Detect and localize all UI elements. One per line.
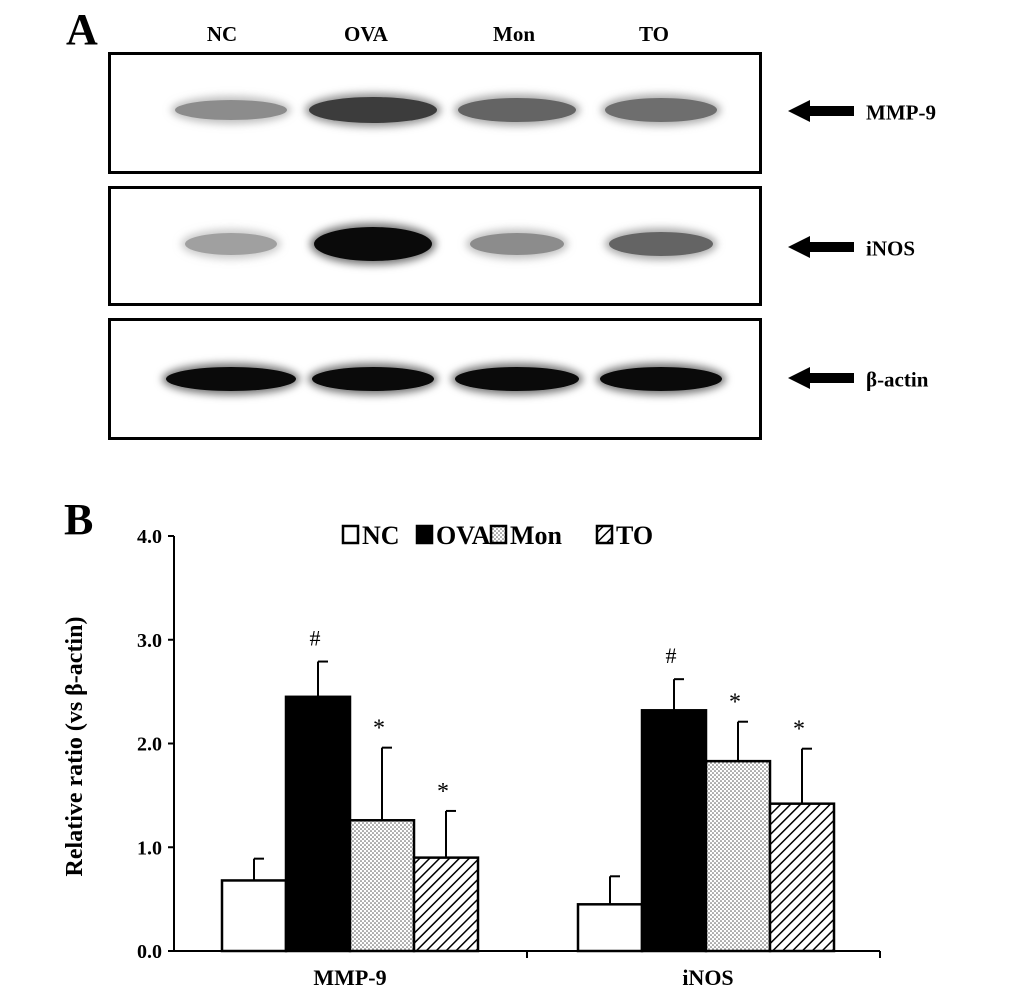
bar-ova bbox=[284, 695, 352, 953]
significance-mark: # bbox=[666, 643, 677, 668]
row-label-inos: iNOS bbox=[866, 236, 916, 261]
blot-mmp9 bbox=[108, 52, 762, 174]
bar-ova bbox=[640, 709, 708, 953]
blot-band bbox=[314, 227, 432, 261]
significance-mark: * bbox=[729, 690, 741, 716]
blot-band bbox=[309, 97, 437, 123]
lane-label-mon: Mon bbox=[493, 22, 535, 46]
significance-mark: * bbox=[437, 779, 449, 805]
blot-band bbox=[600, 367, 722, 391]
legend-label-ova: OVA bbox=[436, 521, 491, 550]
blot-inos bbox=[108, 186, 762, 306]
blot-band bbox=[470, 233, 564, 255]
bar-mon bbox=[704, 759, 772, 953]
blot-band bbox=[175, 100, 287, 120]
significance-mark: # bbox=[310, 626, 321, 651]
bar-to bbox=[412, 856, 480, 953]
legend-label-mon: Mon bbox=[510, 521, 563, 550]
legend-swatch-to bbox=[595, 524, 614, 545]
legend-swatch-nc bbox=[341, 524, 360, 545]
y-tick-label: 1.0 bbox=[137, 837, 162, 859]
y-tick-label: 3.0 bbox=[137, 630, 162, 652]
blot-beta-actin bbox=[108, 318, 762, 440]
bar-to bbox=[768, 802, 836, 953]
lane-label-to: TO bbox=[639, 22, 669, 46]
y-axis-label: Relative ratio (vs β-actin) bbox=[62, 617, 88, 877]
lane-label-ova: OVA bbox=[344, 22, 388, 46]
blot-band bbox=[455, 367, 579, 391]
blot-band bbox=[458, 98, 576, 122]
row-label-mmp9: MMP-9 bbox=[866, 100, 936, 125]
lane-label-nc: NC bbox=[206, 22, 238, 46]
x-tick-label: MMP-9 bbox=[313, 965, 386, 990]
blot-band bbox=[312, 367, 434, 391]
blot-band bbox=[609, 232, 713, 256]
y-tick-label: 4.0 bbox=[137, 526, 162, 548]
blot-band bbox=[185, 233, 277, 255]
arrow-left-icon bbox=[788, 236, 854, 258]
bar-mon bbox=[348, 819, 416, 953]
y-tick-label: 0.0 bbox=[137, 941, 162, 963]
bar-nc bbox=[576, 903, 644, 953]
panel-a-letter: A bbox=[66, 5, 98, 54]
arrow-left-icon bbox=[788, 367, 854, 389]
panel-b-letter: B bbox=[64, 495, 94, 544]
blot-band bbox=[166, 367, 296, 391]
significance-mark: * bbox=[373, 716, 385, 742]
blot-band bbox=[605, 98, 717, 122]
legend-swatch-mon bbox=[489, 524, 508, 545]
significance-mark: * bbox=[793, 717, 805, 743]
bar-nc bbox=[220, 879, 288, 953]
y-tick-label: 2.0 bbox=[137, 734, 162, 756]
row-label-beta-actin: β-actin bbox=[866, 367, 929, 392]
legend-label-to: TO bbox=[616, 521, 653, 550]
x-tick-label: iNOS bbox=[682, 965, 733, 990]
arrow-left-icon bbox=[788, 100, 854, 122]
legend-swatch-ova bbox=[415, 524, 434, 545]
legend-label-nc: NC bbox=[362, 521, 400, 550]
